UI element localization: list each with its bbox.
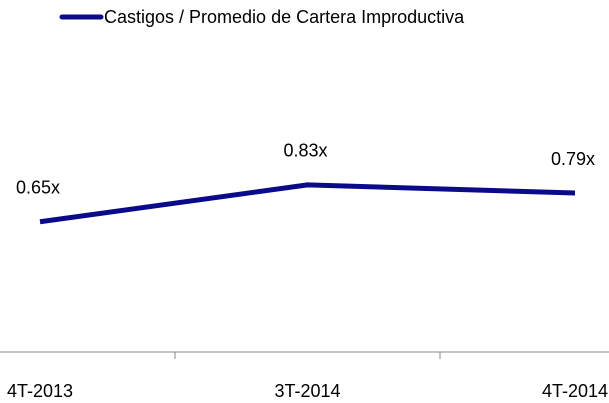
x-tick-label: 4T-2014 bbox=[542, 381, 608, 401]
data-line bbox=[39, 182, 576, 225]
legend-label: Castigos / Promedio de Cartera Improduct… bbox=[104, 7, 465, 27]
x-tick-label: 4T-2013 bbox=[7, 381, 73, 401]
x-tick-label: 3T-2014 bbox=[274, 381, 340, 401]
data-label: 0.65x bbox=[16, 178, 60, 198]
data-label: 0.79x bbox=[551, 149, 595, 169]
data-label: 0.83x bbox=[283, 141, 327, 161]
